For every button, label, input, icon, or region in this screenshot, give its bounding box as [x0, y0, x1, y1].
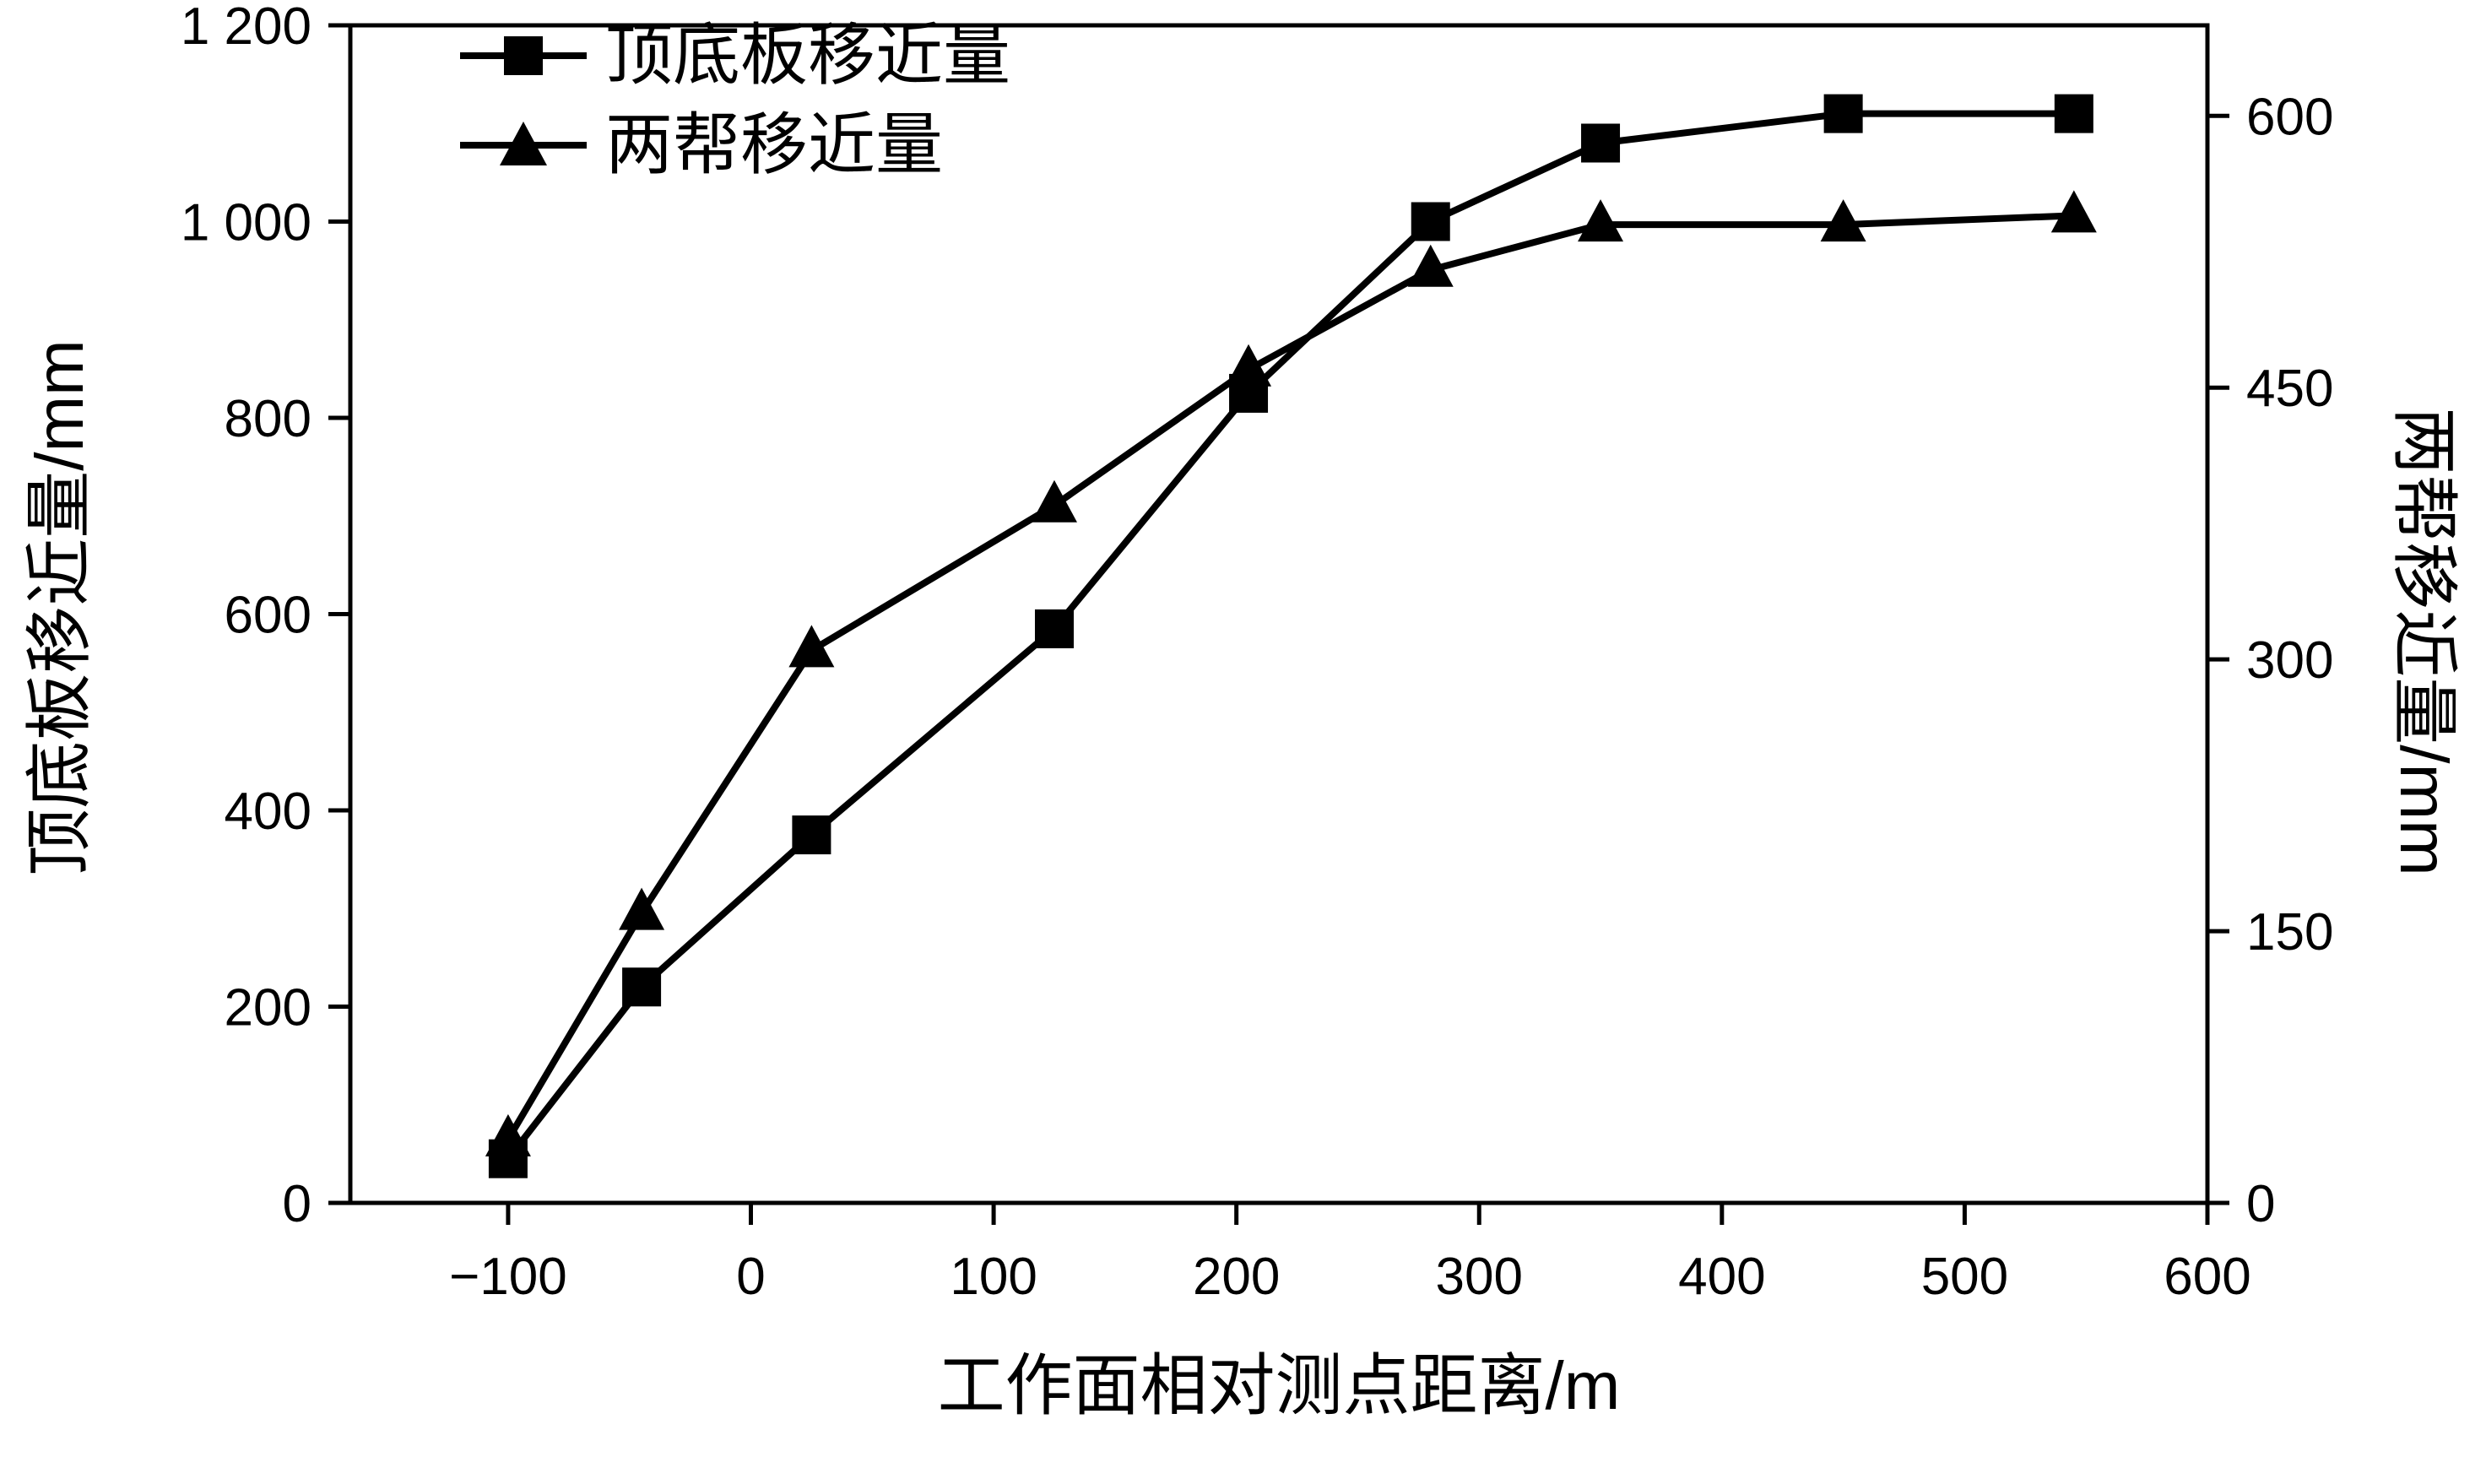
x-tick-label: 300 — [1436, 1248, 1523, 1306]
y-left-tick-label: 1 200 — [181, 0, 311, 56]
square-marker-icon — [460, 36, 587, 75]
y-left-tick-label: 0 — [283, 1175, 311, 1233]
x-tick-label: 0 — [736, 1248, 765, 1306]
x-axis-label: 工作面相对测点距离/m — [937, 1348, 1621, 1423]
legend-item-ribs: 两帮移近量 — [460, 105, 1010, 186]
triangle-marker — [1226, 344, 1272, 387]
square-marker — [1411, 202, 1450, 241]
y-left-tick-label: 800 — [225, 390, 311, 448]
triangle-marker-icon — [460, 122, 587, 165]
x-tick-label: 600 — [2164, 1248, 2250, 1306]
y-axis-label-left: 顶底板移近量/mm — [22, 339, 97, 876]
y-right-tick-label: 300 — [2246, 631, 2333, 690]
series-line-roof-floor — [505, 110, 2074, 1162]
triangle-marker — [1820, 199, 1866, 242]
y-left-tick-label: 600 — [225, 587, 311, 645]
y-left-tick-label: 1 000 — [181, 194, 311, 252]
triangle-marker — [788, 625, 835, 668]
square-marker — [1034, 609, 1074, 648]
y-right-tick-label: 600 — [2246, 88, 2333, 146]
y-left-tick-label: 200 — [225, 979, 311, 1037]
square-marker — [622, 967, 662, 1007]
y-right-tick-label: 0 — [2246, 1175, 2275, 1233]
square-marker — [1823, 94, 1863, 133]
triangle-marker — [485, 1113, 531, 1156]
x-tick-label: 500 — [1921, 1248, 2008, 1306]
square-marker — [2054, 94, 2093, 133]
x-tick-label: 400 — [1678, 1248, 1765, 1306]
triangle-marker — [2050, 190, 2097, 233]
triangle-marker — [1407, 244, 1454, 287]
y-right-tick-label: 450 — [2246, 360, 2333, 418]
legend-label-ribs: 两帮移近量 — [605, 107, 943, 182]
square-marker — [1581, 123, 1621, 163]
plot-frame — [348, 23, 2210, 1205]
y-right-tick-label: 150 — [2246, 903, 2333, 961]
square-marker — [792, 815, 831, 855]
legend-label-roof-floor: 顶底板移近量 — [605, 18, 1010, 93]
triangle-marker — [1578, 199, 1624, 242]
x-tick-label: −100 — [449, 1248, 567, 1306]
legend: 顶底板移近量 两帮移近量 — [460, 15, 1010, 186]
x-tick-label: 200 — [1193, 1248, 1280, 1306]
triangle-marker — [1031, 479, 1077, 523]
x-tick-label: 100 — [950, 1248, 1037, 1306]
y-left-tick-label: 400 — [225, 783, 311, 841]
triangle-marker — [619, 887, 665, 930]
legend-item-roof-floor: 顶底板移近量 — [460, 15, 1010, 96]
y-axis-label-right: 两帮移近量/mm — [2386, 407, 2462, 876]
